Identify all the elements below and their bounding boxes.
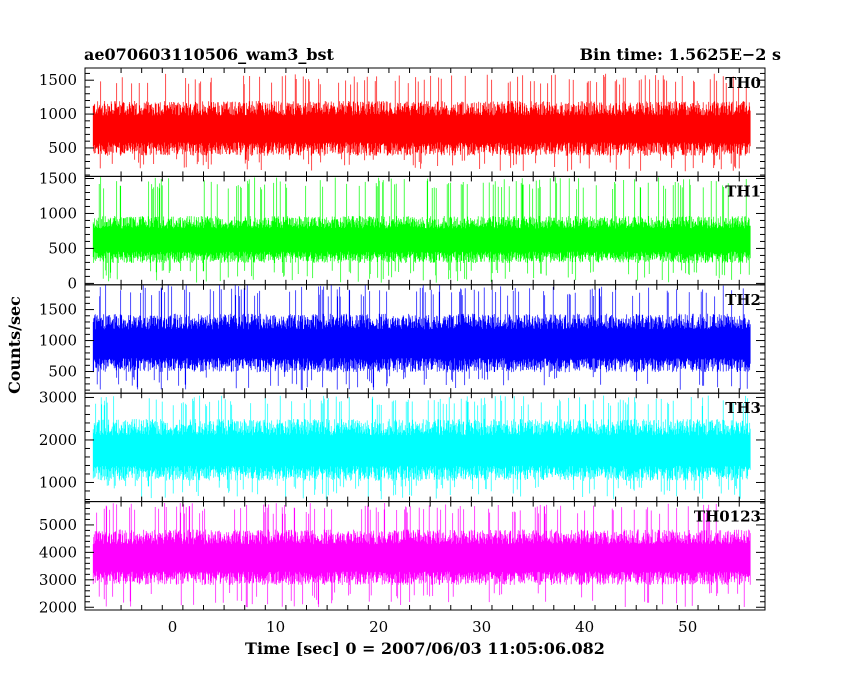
x-tick-label: 50 — [678, 618, 697, 636]
chart-title: ae070603110506_wam3_bst — [84, 45, 335, 64]
panel-th1: 0 500 1000 1500 TH1 — [39, 169, 766, 292]
y-tick-label: 2000 — [39, 598, 77, 616]
y-tick-label: 5000 — [39, 516, 77, 534]
series-th2 — [92, 284, 751, 391]
x-tick-label: 10 — [266, 618, 285, 636]
y-tick-label: 3000 — [39, 571, 77, 589]
x-axis-label: Time [sec] 0 = 2007/06/03 11:05:06.082 — [245, 639, 605, 658]
panel-label: TH1 — [725, 182, 761, 200]
y-axis-label: Counts/sec — [5, 296, 24, 394]
panel-label: TH2 — [725, 291, 761, 309]
x-tick-label: 40 — [575, 618, 594, 636]
x-tick-label: 20 — [369, 618, 388, 636]
y-tick-label: 1000 — [39, 473, 77, 491]
panel-frame — [84, 501, 766, 611]
bin-time-label: Bin time: 1.5625E−2 s — [580, 45, 781, 64]
y-tick-label: 500 — [48, 239, 77, 257]
panel-th2: 500 1000 1500 TH2 — [39, 284, 766, 394]
panel-th3: 1000 2000 3000 TH3 — [39, 388, 766, 503]
panel-th0123: 2000 3000 4000 5000 TH0123 — [39, 501, 766, 616]
panel-label: TH3 — [725, 399, 761, 417]
series-th0 — [92, 73, 751, 172]
series-th1 — [92, 177, 751, 283]
y-tick-label: 0 — [67, 274, 77, 292]
y-tick-label: 500 — [48, 363, 77, 381]
series-th0123 — [92, 503, 751, 608]
panel-th0: 500 1000 1500 TH0 — [39, 67, 766, 177]
series-th3 — [92, 395, 751, 500]
y-tick-label: 1000 — [39, 204, 77, 222]
y-tick-label: 1500 — [39, 169, 77, 187]
x-tick-label: 30 — [472, 618, 491, 636]
y-tick-label: 4000 — [39, 543, 77, 561]
y-tick-label: 1000 — [39, 105, 77, 123]
y-tick-label: 2000 — [39, 431, 77, 449]
y-tick-label: 3000 — [39, 388, 77, 406]
x-tick-label: 0 — [168, 618, 178, 636]
y-tick-label: 1500 — [39, 301, 77, 319]
panel-label: TH0 — [725, 74, 761, 92]
y-tick-label: 500 — [48, 139, 77, 157]
y-tick-label: 1500 — [39, 71, 77, 89]
y-tick-label: 1000 — [39, 332, 77, 350]
panel-label: TH0123 — [694, 508, 761, 526]
